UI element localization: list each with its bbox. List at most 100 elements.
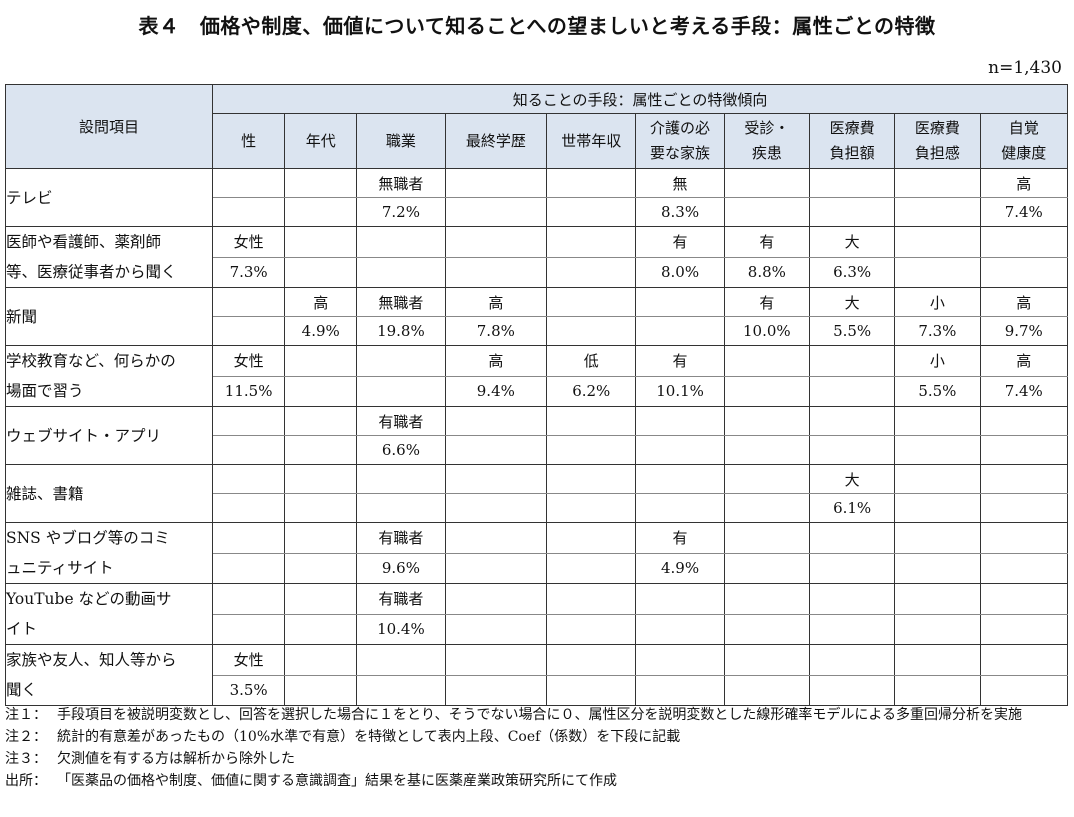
cell-coef (979, 552, 1069, 584)
column-header-line2: 負担額 (829, 144, 875, 162)
note-item: 注２： 統計的有意差があったもの（10%水準で有意）を特徴として表内上段、Coef… (5, 726, 1068, 748)
row-item-line1: SNS やブログ等のコミ (6, 529, 170, 547)
cell-coef (635, 493, 725, 523)
cell-coef (444, 552, 548, 584)
cell-coef: 8.8% (723, 256, 810, 288)
cell-feature (979, 583, 1069, 615)
cell-coef (723, 197, 810, 227)
cell-feature: 女性 (212, 345, 286, 377)
cell-feature: 有職者 (356, 406, 446, 436)
cell-coef: 5.5% (808, 316, 896, 346)
cell-feature: 小 (894, 345, 981, 377)
cell-feature (894, 583, 981, 615)
table-row: YouTube などの動画サ イト 有職者 (4, 583, 1069, 645)
cell-feature (444, 644, 548, 676)
column-header-line1: 世帯年収 (561, 131, 622, 150)
header-item-col: 設問項目 (4, 84, 214, 169)
cell-feature (212, 522, 286, 554)
cell-feature (212, 287, 286, 317)
cell-feature (546, 644, 637, 676)
row-item-line2: イト (6, 620, 38, 638)
row-item-line1: 学校教育など、何らかの (6, 352, 176, 370)
column-header-line2: 要な家族 (650, 144, 711, 162)
cell-coef (894, 256, 981, 288)
header-group: 知ることの手段：属性ごとの特徴傾向 (212, 84, 1068, 114)
cell-coef (979, 674, 1069, 706)
cell-feature (808, 168, 896, 198)
cell-coef (284, 197, 358, 227)
cell-coef (356, 375, 446, 407)
cell-coef (635, 674, 725, 706)
column-header-line1: 受診・ (744, 119, 790, 137)
cell-coef: 6.3% (808, 256, 896, 288)
cell-coef (723, 613, 810, 645)
cell-feature (444, 583, 548, 615)
cell-coef (546, 316, 637, 346)
table-row: テレビ 無職者 無 高 (4, 168, 1069, 227)
cell-feature: 有 (723, 226, 810, 258)
cell-feature: 大 (808, 287, 896, 317)
cell-coef (212, 552, 286, 584)
note-label: 注１： (5, 707, 47, 723)
note-text: 「医薬品の価格や制度、価値に関する意識調査」結果を基に医薬産業政策研究所にて作成 (57, 773, 617, 789)
cell-coef (284, 375, 358, 407)
cell-feature (356, 644, 446, 676)
cell-coef (444, 674, 548, 706)
cell-feature (979, 464, 1069, 494)
cell-coef (894, 197, 981, 227)
cell-coef: 4.9% (284, 316, 358, 346)
cell-feature (546, 287, 637, 317)
table-row: 医師や看護師、薬剤師 等、医療従事者から聞く 女性有有大 (4, 226, 1069, 288)
cell-coef (894, 552, 981, 584)
column-header-6: 受診・ 疾患 (723, 113, 810, 169)
cell-coef (723, 674, 810, 706)
column-header-8: 医療費 負担感 (894, 113, 981, 169)
row-item-label: 医師や看護師、薬剤師 等、医療従事者から聞く (4, 226, 214, 288)
cell-coef (546, 493, 637, 523)
cell-coef (979, 256, 1069, 288)
cell-feature: 無職者 (356, 287, 446, 317)
row-item-line1: 雑誌、書籍 (6, 484, 84, 503)
cell-feature (212, 464, 286, 494)
cell-feature: 高 (284, 287, 358, 317)
cell-coef (723, 375, 810, 407)
cell-coef: 10.0% (723, 316, 810, 346)
row-item-label: 新聞 (4, 287, 214, 346)
cell-feature: 高 (979, 345, 1069, 377)
cell-coef (894, 435, 981, 465)
column-header-line2: 疾患 (751, 144, 782, 162)
cell-coef (635, 613, 725, 645)
column-header-line1: 職業 (385, 131, 416, 150)
cell-coef: 7.3% (894, 316, 981, 346)
cell-feature: 低 (546, 345, 637, 377)
cell-coef (635, 435, 725, 465)
cell-coef (212, 493, 286, 523)
column-header-line1: 医療費 (914, 119, 960, 137)
cell-feature (635, 287, 725, 317)
column-header-2: 職業 (356, 113, 446, 169)
cell-coef (444, 256, 548, 288)
cell-feature: 小 (894, 287, 981, 317)
cell-coef: 9.4% (444, 375, 548, 407)
cell-coef (444, 493, 548, 523)
note-item: 注１： 手段項目を被説明変数とし、回答を選択した場合に１をとり、そうでない場合に０… (5, 704, 1068, 726)
column-header-line1: 介護の必 (650, 119, 711, 137)
cell-feature (284, 644, 358, 676)
cell-coef (444, 197, 548, 227)
cell-coef (284, 256, 358, 288)
cell-feature (894, 168, 981, 198)
cell-feature (894, 226, 981, 258)
cell-coef (979, 435, 1069, 465)
cell-coef (212, 435, 286, 465)
cell-feature (979, 522, 1069, 554)
cell-feature: 女性 (212, 226, 286, 258)
table-row: 9.6% 4.9% (6, 552, 1069, 584)
cell-feature (635, 464, 725, 494)
note-text: 欠測値を有する方は解析から除外した (57, 751, 295, 767)
cell-feature (979, 226, 1069, 258)
row-item-label: ウェブサイト・アプリ (4, 406, 214, 465)
cell-feature (284, 583, 358, 615)
cell-feature (894, 522, 981, 554)
cell-coef: 9.6% (356, 552, 446, 584)
table-row: 6.1% (6, 493, 1069, 523)
